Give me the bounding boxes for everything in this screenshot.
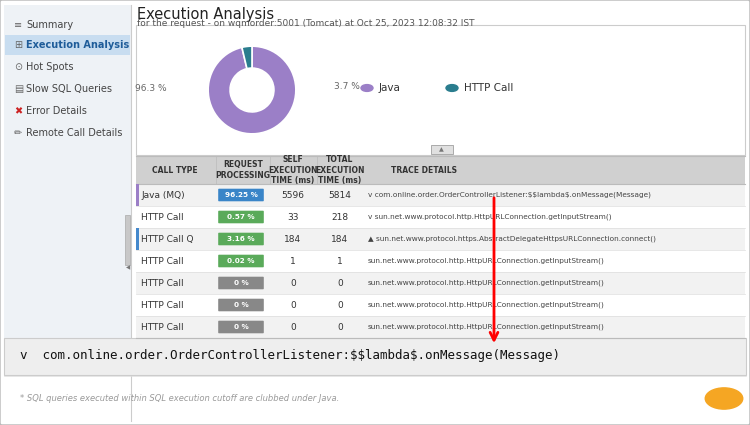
Text: ✏: ✏: [14, 128, 22, 138]
Text: HTTP Call: HTTP Call: [141, 212, 184, 221]
FancyBboxPatch shape: [218, 299, 264, 311]
Text: ⊞: ⊞: [14, 40, 22, 50]
Text: 3.16 %: 3.16 %: [227, 236, 255, 242]
Text: 96.3 %: 96.3 %: [135, 83, 167, 93]
Bar: [4, 5, 131, 421]
Text: 0: 0: [338, 300, 343, 309]
Text: Execution Analysis: Execution Analysis: [137, 7, 274, 22]
Text: ▲: ▲: [440, 147, 444, 152]
Bar: [5, 35, 130, 55]
FancyBboxPatch shape: [218, 321, 264, 333]
Text: 218: 218: [332, 212, 349, 221]
Text: 0: 0: [290, 278, 296, 287]
Text: HTTP Call: HTTP Call: [464, 83, 513, 93]
Bar: [136, 316, 745, 338]
Bar: [136, 294, 745, 316]
Text: sun.net.www.protocol.http.HttpURLConnection.getInputStream(): sun.net.www.protocol.http.HttpURLConnect…: [368, 324, 604, 330]
FancyBboxPatch shape: [218, 189, 264, 201]
Bar: [125, 215, 130, 265]
Bar: [430, 145, 452, 154]
Bar: [136, 156, 745, 184]
Text: 0: 0: [290, 300, 296, 309]
FancyBboxPatch shape: [218, 211, 264, 223]
Text: 0.02 %: 0.02 %: [227, 258, 255, 264]
Text: v sun.net.www.protocol.http.HttpURLConnection.getInputStream(): v sun.net.www.protocol.http.HttpURLConne…: [368, 214, 612, 220]
Bar: [136, 206, 745, 228]
Text: TOTAL
EXECUTION
TIME (ms): TOTAL EXECUTION TIME (ms): [315, 156, 364, 184]
Text: Java: Java: [379, 83, 400, 93]
Bar: [136, 228, 139, 250]
Text: sun.net.www.protocol.http.HttpURLConnection.getInputStream(): sun.net.www.protocol.http.HttpURLConnect…: [368, 258, 604, 264]
Text: sun.net.www.protocol.http.HttpURLConnection.getInputStream(): sun.net.www.protocol.http.HttpURLConnect…: [368, 302, 604, 308]
Text: 0: 0: [290, 323, 296, 332]
Text: CALL TYPE: CALL TYPE: [152, 165, 198, 175]
FancyBboxPatch shape: [218, 255, 264, 267]
Wedge shape: [209, 46, 296, 134]
Bar: [136, 184, 139, 206]
Text: 5814: 5814: [328, 190, 352, 199]
Text: 96.25 %: 96.25 %: [224, 192, 257, 198]
Text: REQUEST
PROCESSING: REQUEST PROCESSING: [215, 161, 271, 179]
FancyBboxPatch shape: [218, 233, 264, 245]
Text: 0 %: 0 %: [234, 324, 248, 330]
Text: 184: 184: [284, 235, 302, 244]
Text: ▲ sun.net.www.protocol.https.AbstractDelegateHttpsURLConnection.connect(): ▲ sun.net.www.protocol.https.AbstractDel…: [368, 236, 656, 242]
Text: Summary: Summary: [26, 20, 74, 30]
Text: HTTP Call: HTTP Call: [141, 278, 184, 287]
Text: 0.57 %: 0.57 %: [227, 214, 255, 220]
Bar: [136, 184, 745, 206]
Text: Hot Spots: Hot Spots: [26, 62, 74, 72]
Text: Error Details: Error Details: [26, 106, 87, 116]
Text: 0 %: 0 %: [234, 302, 248, 308]
Text: +: +: [717, 389, 731, 408]
Bar: [136, 25, 745, 155]
Text: Java (MQ): Java (MQ): [141, 190, 184, 199]
Text: for the request - on wqmorder:5001 (Tomcat) at Oct 25, 2023 12:08:32 IST: for the request - on wqmorder:5001 (Tomc…: [137, 19, 475, 28]
Text: ⊙: ⊙: [14, 62, 22, 72]
Text: ◀: ◀: [126, 266, 130, 270]
Text: 33: 33: [287, 212, 298, 221]
Text: 3.7 %: 3.7 %: [334, 82, 360, 91]
Text: TRACE DETAILS: TRACE DETAILS: [391, 165, 457, 175]
Text: ▤: ▤: [14, 84, 23, 94]
Text: Slow SQL Queries: Slow SQL Queries: [26, 84, 112, 94]
Text: Remote Call Details: Remote Call Details: [26, 128, 122, 138]
Text: ✖: ✖: [14, 106, 22, 116]
Text: 1: 1: [338, 257, 343, 266]
Bar: [136, 272, 745, 294]
FancyBboxPatch shape: [218, 277, 264, 289]
Text: 5596: 5596: [281, 190, 304, 199]
Text: 184: 184: [332, 235, 349, 244]
Text: HTTP Call: HTTP Call: [141, 323, 184, 332]
Text: 0 %: 0 %: [234, 280, 248, 286]
Text: SELF
EXECUTION
TIME (ms): SELF EXECUTION TIME (ms): [268, 156, 318, 184]
Text: HTTP Call: HTTP Call: [141, 300, 184, 309]
Text: 0: 0: [338, 278, 343, 287]
Text: ≡: ≡: [14, 20, 22, 30]
Text: v  com.online.order.OrderControllerListener:$$lambda$.onMessage(Message): v com.online.order.OrderControllerListen…: [20, 348, 560, 362]
Bar: [4, 376, 746, 421]
Text: v com.online.order.OrderControllerListener:$$lambda$.onMessage(Message): v com.online.order.OrderControllerListen…: [368, 192, 651, 198]
Bar: [4, 338, 746, 375]
Bar: [136, 250, 745, 272]
Bar: [136, 228, 745, 250]
Text: Execution Analysis: Execution Analysis: [26, 40, 129, 50]
Text: HTTP Call: HTTP Call: [141, 257, 184, 266]
Text: HTTP Call Q: HTTP Call Q: [141, 235, 194, 244]
Text: * SQL queries executed within SQL execution cutoff are clubbed under Java.: * SQL queries executed within SQL execut…: [20, 394, 339, 403]
Text: sun.net.www.protocol.http.HttpURLConnection.getInputStream(): sun.net.www.protocol.http.HttpURLConnect…: [368, 280, 604, 286]
Wedge shape: [242, 46, 252, 69]
Text: 1: 1: [290, 257, 296, 266]
Text: 0: 0: [338, 323, 343, 332]
